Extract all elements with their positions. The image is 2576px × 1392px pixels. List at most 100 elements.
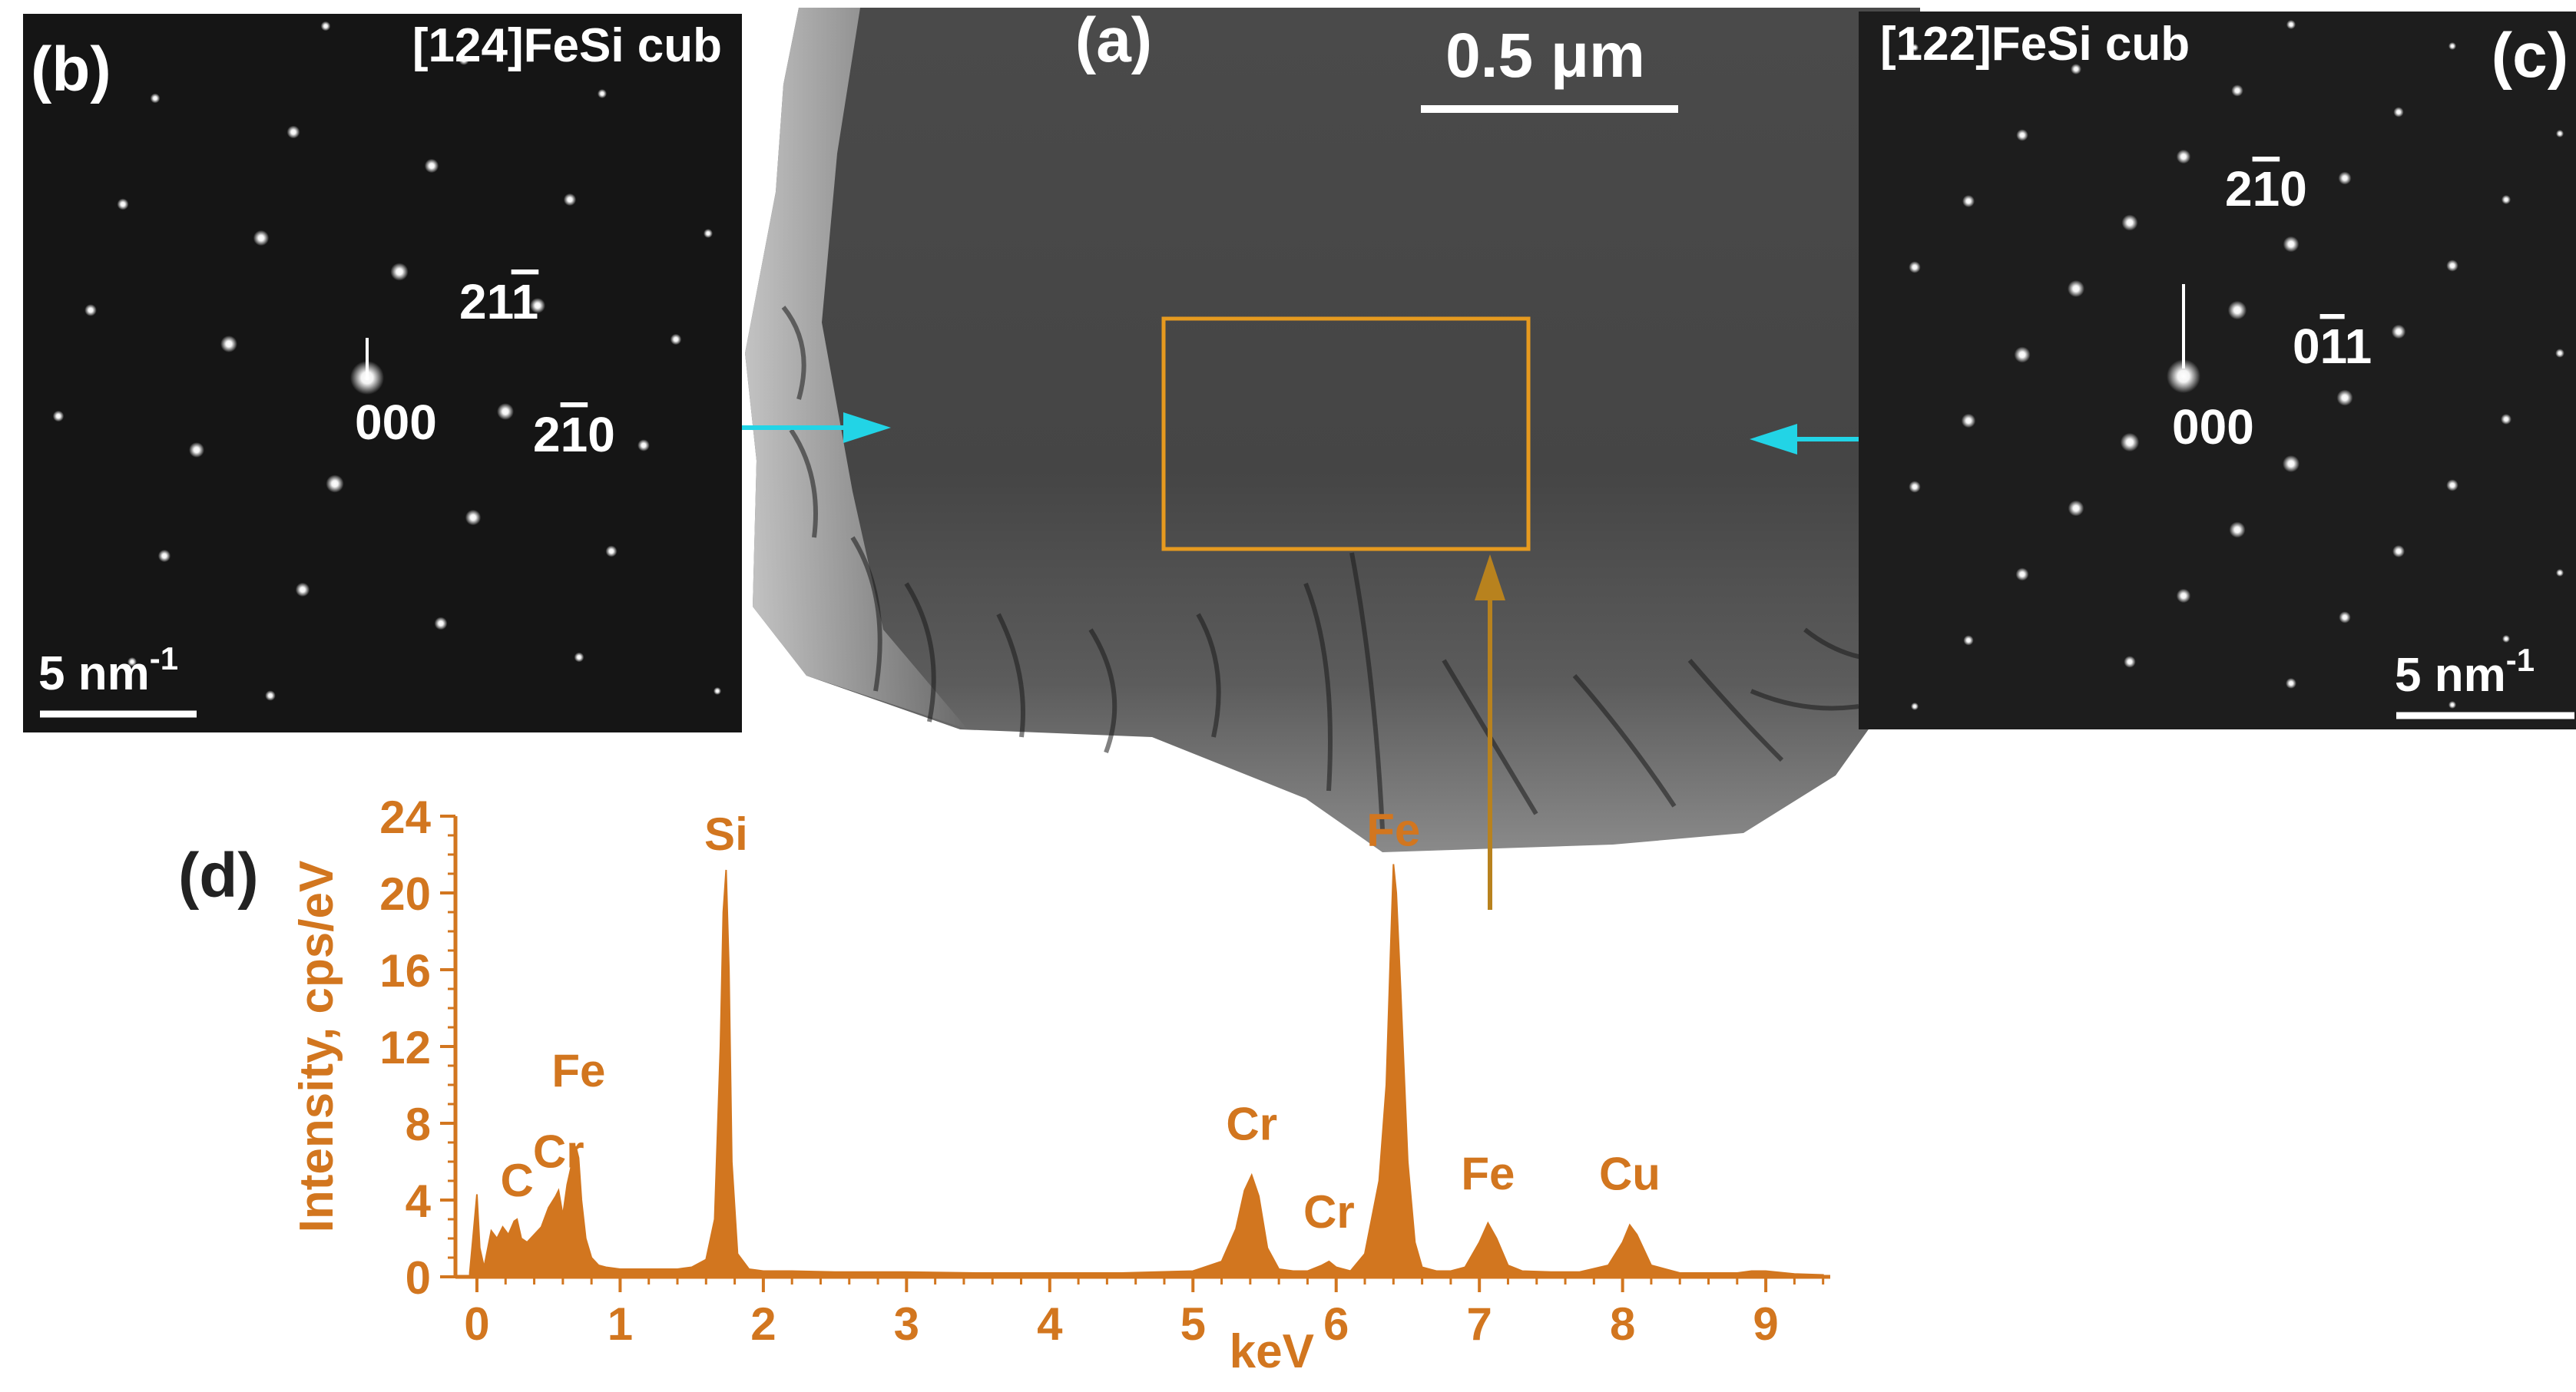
arrow-from-c-head [1750,424,1797,455]
diffraction-spot [2068,280,2084,297]
bend-contour [781,306,806,400]
peak-label: Fe [1366,805,1420,856]
diffraction-spot [459,55,469,65]
diffraction-spot [2391,324,2406,339]
diffraction-spot [2176,149,2191,164]
diffraction-spot [2393,107,2404,117]
diffraction-spot [265,690,276,701]
diffraction-spot [714,687,721,695]
diffraction-spot [1911,703,1919,710]
diffraction-spots-c [1909,19,2564,710]
diffraction-spot [1909,261,1921,273]
diffraction-spot [52,410,65,422]
diffraction-spot [2167,359,2200,393]
peak-label: Fe [1461,1148,1515,1199]
x-tick-label: 4 [1037,1298,1063,1350]
diffraction-spot [286,125,300,139]
x-tick-label: 7 [1466,1298,1492,1350]
diffraction-spot [320,21,331,31]
diffraction-spot [2227,300,2247,320]
x-tick-label: 3 [894,1298,919,1350]
diffraction-spot [2015,567,2029,581]
diffraction-spot [2339,611,2351,623]
peak-label: Si [704,808,748,860]
scalebar-c-label: 5 nm-1 [2395,642,2535,702]
diffraction-spot [2446,260,2458,272]
x-tick-label: 8 [1610,1298,1635,1350]
diffraction-spot [253,230,270,246]
diffraction-spot [574,652,584,663]
diffraction-spot [497,403,514,420]
diffraction-spot [2338,171,2352,185]
diffraction-spot [465,509,482,526]
diffraction-spot [326,474,344,493]
diffraction-spot [2016,129,2028,141]
peak-label: Fe [551,1045,605,1096]
spot-label-c-2-10: 210 [2225,161,2307,217]
x-tick-label: 0 [464,1298,489,1350]
diffraction-spot [157,549,171,563]
diffraction-spot [2556,130,2564,137]
tem-micrograph-panel: 0.5 μm (a) [718,5,1920,910]
diffraction-spot [1962,195,1975,207]
x-tick-label: 1 [608,1298,633,1350]
diffraction-spot [563,193,577,207]
zone-axis-b: [124]FeSi cub [412,19,722,72]
bend-contour [904,582,936,722]
bend-contours [781,306,1890,830]
bend-contour [1349,552,1385,830]
diffraction-spot [2556,569,2564,577]
diffraction-spot [84,304,97,316]
y-tick-label: 4 [406,1175,432,1227]
x-tick-label: 6 [1323,1298,1349,1350]
spectrum-area [469,864,1824,1278]
diffraction-spot [2071,64,2081,74]
diffraction-spot [2283,455,2300,472]
diffraction-spot [2121,214,2138,231]
diffraction-c-background [1859,12,2576,729]
diffraction-spot [220,336,237,352]
diffraction-spot [117,198,129,210]
y-axis-title: Intensity, cps/eV [290,861,343,1233]
diffraction-spot [2336,389,2353,406]
diffraction-spot [704,229,713,238]
diffraction-spot [2229,521,2246,538]
spot-label-c-000: 000 [2172,399,2254,455]
diffraction-spot [295,582,310,597]
diffraction-spot [2286,19,2296,30]
spot-label-b-000: 000 [355,395,437,450]
bend-contour [850,536,882,692]
tem-grain-image [745,8,1920,852]
diffraction-spot [1961,413,1976,428]
diffraction-spot [1911,44,1919,51]
y-tick-label: 8 [406,1099,431,1150]
spot-label-b-21-1: 211 [459,274,538,329]
diffraction-panel-b: (b) [124]FeSi cub 000 211 210 5 nm-1 [23,14,742,732]
diffraction-spot [390,263,409,281]
x-tick-label: 5 [1180,1298,1206,1350]
diffraction-spot [605,545,618,557]
tem-scalebar-label: 0.5 μm [1445,21,1645,91]
bend-contour [1687,659,1784,762]
bend-contour [1572,674,1677,808]
diffraction-spot [1909,481,1921,493]
y-tick-label: 12 [379,1022,431,1073]
scalebar-b-label: 5 nm-1 [38,640,178,700]
diffraction-spot [2501,414,2511,425]
peak-label: Cr [533,1126,584,1178]
tem-thin-edge [745,8,968,729]
diffraction-spot [2120,432,2140,452]
spot-label-b-2-10: 210 [533,407,615,462]
panel-c-label: (c) [2492,21,2568,91]
peak-label: Cr [1303,1186,1355,1238]
diffraction-spot [2446,479,2458,491]
diffraction-spot [2283,236,2300,253]
eds-analysis-box [1161,316,1531,551]
x-tick-label: 2 [750,1298,776,1350]
y-tick-label: 20 [379,868,431,920]
diffraction-spot [424,158,439,174]
x-axis-title: keV [1230,1325,1314,1378]
diffraction-spot [2449,42,2456,50]
